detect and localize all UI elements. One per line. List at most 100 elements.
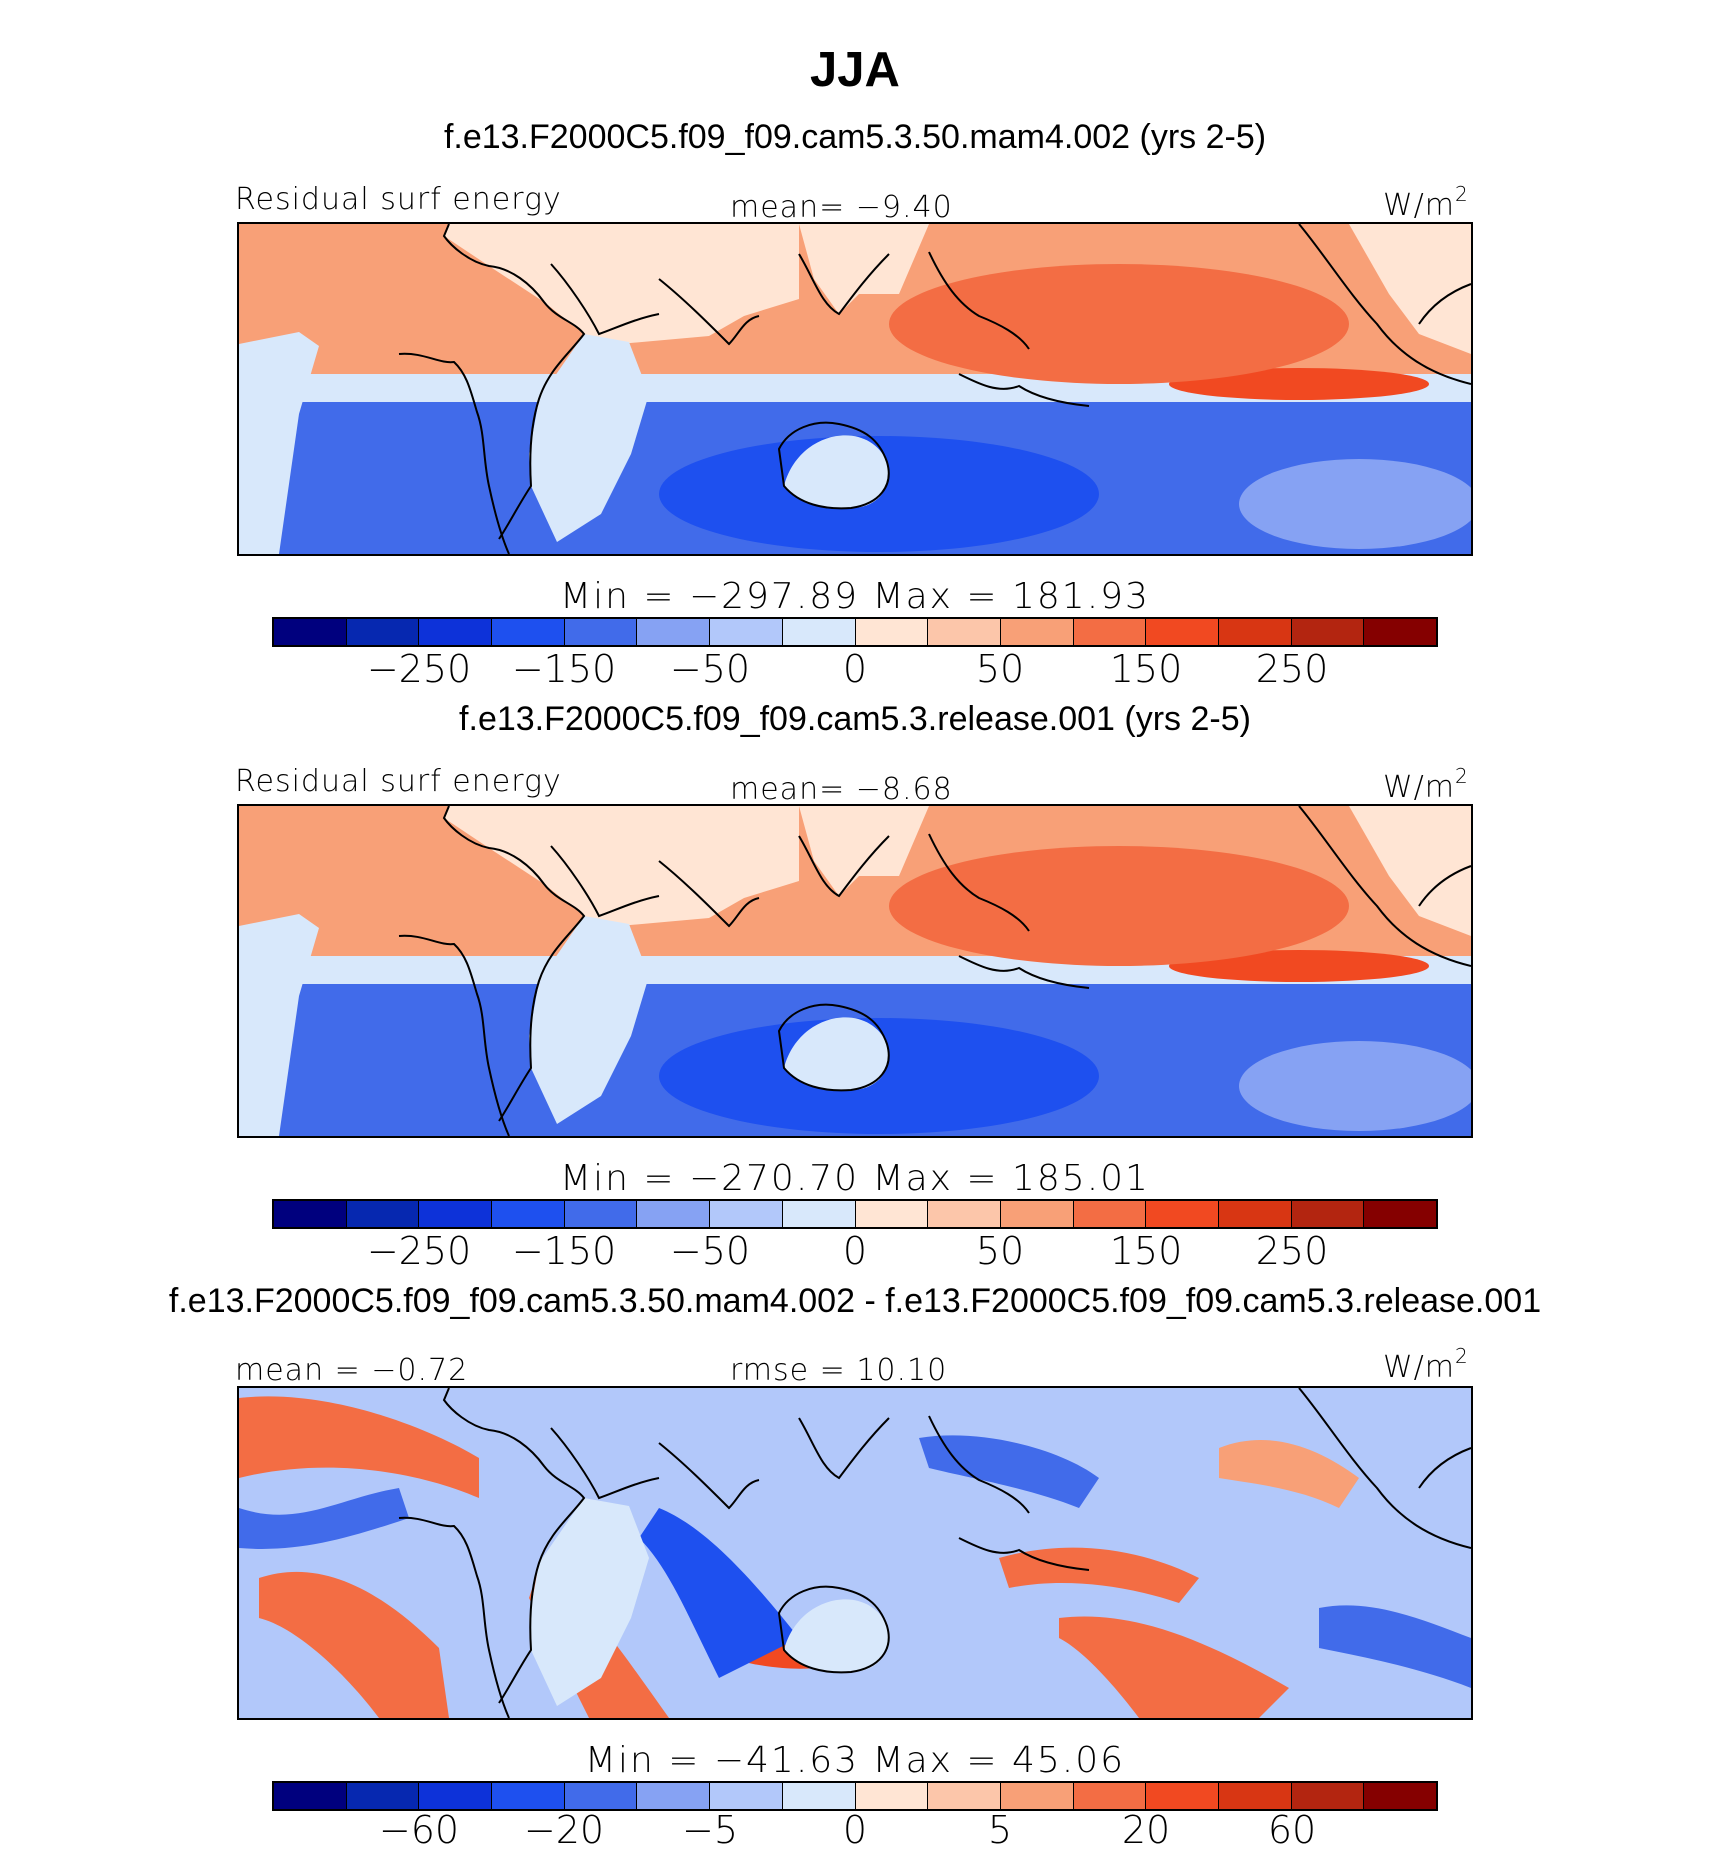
panel-3-tick: −60 — [378, 1808, 460, 1852]
map-coastline — [398, 352, 510, 554]
map-coastline — [442, 806, 586, 1122]
panel-1-variable-label: Residual surf energy — [235, 182, 562, 217]
panel-2-title: f.e13.F2000C5.f09_f09.cam5.3.release.001… — [459, 700, 1251, 738]
map-coastline — [958, 955, 1090, 989]
panel-1-tick: 150 — [1109, 647, 1183, 691]
panel-1-tick: −150 — [511, 647, 617, 691]
colorbar-swatch — [492, 619, 565, 645]
panel-2-minmax: Min = −270.70 Max = 185.01 — [560, 1158, 1150, 1199]
map-coastline — [928, 833, 1030, 932]
panel-2-mean-label: mean= −8.68 — [730, 772, 953, 807]
panel-1-map — [237, 222, 1473, 556]
panel-2-colorbar — [272, 1199, 1438, 1229]
colorbar-swatch — [928, 1783, 1001, 1809]
map-coastline — [798, 253, 890, 316]
map-field-blob — [1169, 950, 1429, 982]
colorbar-swatch — [419, 1783, 493, 1809]
colorbar-swatch — [855, 1201, 929, 1227]
panel-1-tick: 250 — [1255, 647, 1329, 691]
map-land-region — [784, 1017, 889, 1091]
colorbar-swatch — [419, 619, 493, 645]
colorbar-swatch — [346, 1201, 420, 1227]
map-land-region — [529, 1498, 649, 1706]
colorbar-swatch — [1146, 1783, 1219, 1809]
colorbar-swatch — [564, 619, 638, 645]
colorbar-swatch — [637, 619, 711, 645]
map-land-region — [444, 224, 799, 344]
map-land-region — [239, 332, 319, 554]
panel-1-colorbar-ticks: −250 −150 −50 0 50 150 250 — [0, 647, 1710, 691]
colorbar-swatch — [928, 1201, 1001, 1227]
map-coastline — [658, 278, 760, 346]
panel-2-tick: −150 — [511, 1229, 617, 1273]
colorbar-swatch — [637, 1201, 711, 1227]
panel-1-tick: −250 — [366, 647, 472, 691]
map-coastline — [928, 1415, 1030, 1514]
panel-2-tick: 50 — [975, 1229, 1025, 1273]
colorbar-swatch — [1364, 1201, 1436, 1227]
colorbar-swatch — [346, 1783, 420, 1809]
colorbar-swatch — [1218, 619, 1292, 645]
map-coastline — [958, 1537, 1090, 1571]
colorbar-swatch — [710, 619, 783, 645]
map-anomaly — [259, 1571, 449, 1718]
colorbar-swatch — [1291, 1783, 1365, 1809]
panel-1-tick: 0 — [842, 647, 868, 691]
map-anomaly — [1059, 1616, 1289, 1718]
colorbar-swatch — [274, 1201, 347, 1227]
map-coastline — [777, 1585, 890, 1674]
map-coastline — [928, 251, 1030, 350]
map-coastline — [1418, 865, 1471, 907]
panel-2-tick: −250 — [366, 1229, 472, 1273]
panel-3-tick: 20 — [1121, 1808, 1171, 1852]
colorbar-swatch — [274, 1783, 347, 1809]
map-anomaly — [919, 1435, 1099, 1508]
panel-3-tick: 5 — [987, 1808, 1013, 1852]
map-anomaly — [1319, 1605, 1471, 1688]
colorbar-swatch — [710, 1201, 783, 1227]
map-land-region — [784, 1599, 889, 1673]
map-field-blob — [1169, 368, 1429, 400]
map-coastline — [550, 263, 660, 336]
map-coastline — [1418, 283, 1471, 325]
panel-1-tick: 50 — [975, 647, 1025, 691]
map-coastline — [798, 1417, 890, 1480]
map-anomaly — [1219, 1439, 1359, 1508]
map-coastline — [777, 421, 890, 510]
colorbar-swatch — [1146, 619, 1219, 645]
colorbar-swatch — [1291, 1201, 1365, 1227]
panel-2-variable-label: Residual surf energy — [235, 764, 562, 799]
panel-2-tick: 150 — [1109, 1229, 1183, 1273]
panel-3-rmse-label: rmse = 10.10 — [730, 1353, 948, 1388]
colorbar-swatch — [492, 1783, 565, 1809]
panel-1-tick: −50 — [669, 647, 751, 691]
map-land-region — [239, 914, 319, 1136]
panel-3-tick: −20 — [523, 1808, 605, 1852]
colorbar-swatch — [928, 619, 1001, 645]
panel-3-tick: 60 — [1267, 1808, 1317, 1852]
colorbar-swatch — [1218, 1201, 1292, 1227]
colorbar-swatch — [1000, 1201, 1074, 1227]
colorbar-swatch — [1364, 1783, 1436, 1809]
panel-3-units: W/m2 — [1383, 1344, 1469, 1385]
map-anomaly — [239, 1396, 479, 1498]
map-coastline — [798, 835, 890, 898]
map-anomaly — [999, 1547, 1199, 1603]
colorbar-swatch — [419, 1201, 493, 1227]
colorbar-swatch — [1000, 1783, 1074, 1809]
map-land-region — [529, 916, 649, 1124]
map-coastline — [398, 1516, 510, 1718]
map-coastline — [1418, 1447, 1471, 1489]
panel-1-units: W/m2 — [1383, 182, 1469, 223]
map-anomaly — [639, 1508, 799, 1678]
colorbar-swatch — [1218, 1783, 1292, 1809]
map-field-blob — [1239, 459, 1471, 549]
map-field-blob — [889, 264, 1349, 384]
map-field-blob — [889, 846, 1349, 966]
map-land-region — [799, 224, 929, 314]
map-coastline — [1298, 806, 1471, 967]
panel-3-tick: 0 — [842, 1808, 868, 1852]
map-coastline — [550, 1427, 660, 1500]
colorbar-swatch — [782, 619, 856, 645]
colorbar-swatch — [782, 1783, 856, 1809]
